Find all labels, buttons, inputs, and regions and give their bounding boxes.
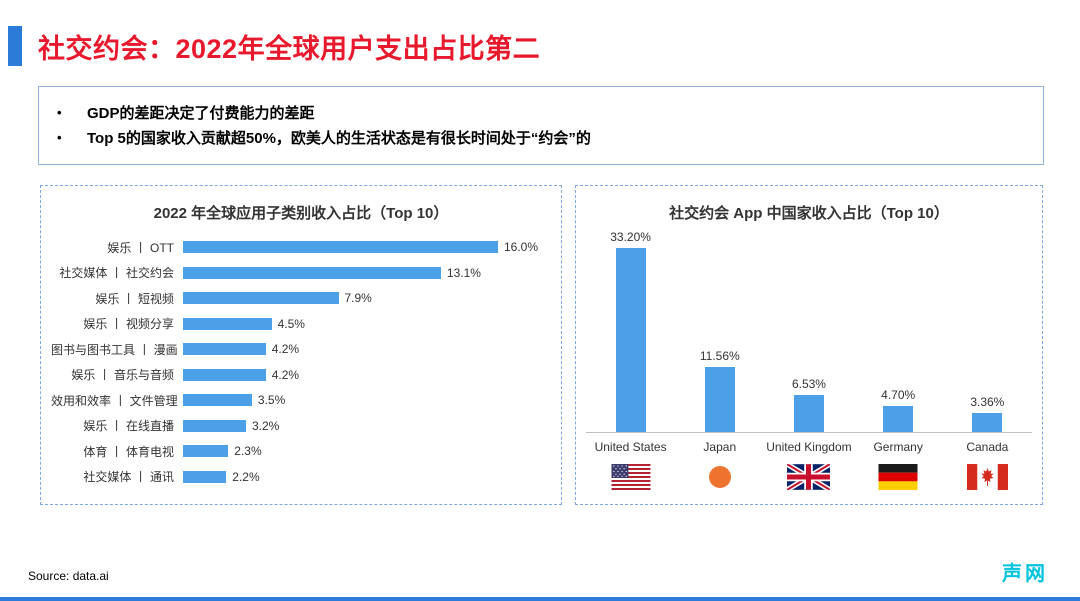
country-label: United States xyxy=(594,439,667,454)
category-label: 娱乐 丨 音乐与音频 xyxy=(71,368,174,383)
bar-row: 效用和效率 丨 文件管理 3.5% xyxy=(51,388,551,414)
subcategory-revenue-chart-panel: 2022 年全球应用子类别收入占比（Top 10） 娱乐 丨 OTT 16.0% 社… xyxy=(40,184,562,505)
value-label: 33.20% xyxy=(610,229,651,244)
bar-column: 11.56% xyxy=(676,349,764,432)
category-label: 社交媒体 丨 社交约会 xyxy=(59,266,174,281)
bar-row: 体育 丨 体育电视 2.3% xyxy=(51,439,551,465)
value-label: 16.0% xyxy=(504,240,539,255)
category-label: 娱乐 丨 短视频 xyxy=(95,291,174,306)
slide-header: 社交约会：2022年全球用户支出占比第二 xyxy=(0,0,1080,66)
value-label: 4.2% xyxy=(271,342,300,357)
bar xyxy=(183,266,441,279)
key-point-text: GDP的差距决定了付费能力的差距 xyxy=(87,105,315,122)
value-label: 6.53% xyxy=(791,377,826,392)
bar xyxy=(183,241,498,254)
category-label: 娱乐 丨 视频分享 xyxy=(83,317,174,332)
bar xyxy=(183,394,252,407)
value-label: 2.3% xyxy=(234,444,262,459)
vertical-bar-chart: 33.20% 11.56% 6.53% 4.70% 3.36% United State… xyxy=(586,227,1032,491)
bar xyxy=(183,292,339,305)
category-label: 娱乐 丨 在线直播 xyxy=(83,419,174,434)
bar-row: 图书与图书工具 丨 漫画 4.2% xyxy=(51,337,551,363)
value-label: 3.36% xyxy=(970,394,1005,409)
bar-row: 社交媒体 丨 通讯 2.2% xyxy=(51,464,551,490)
bar xyxy=(183,445,229,458)
bar-row: 娱乐 丨 视频分享 4.5% xyxy=(51,311,551,337)
bullet-icon: • xyxy=(57,105,62,120)
category-label: 图书与图书工具 丨 漫画 xyxy=(51,342,178,357)
country-revenue-chart-panel: 社交约会 App 中国家收入占比（Top 10） 33.20% 11.56% 6.5… xyxy=(575,184,1043,505)
flag-icon-gb xyxy=(765,464,853,491)
agora-logo: 声网 xyxy=(1002,563,1048,585)
category-label: 社交媒体 丨 通讯 xyxy=(83,470,174,485)
country-labels-row: United States Japan United Kingdom Germany C… xyxy=(586,440,1032,454)
value-label: 2.2% xyxy=(232,469,260,484)
bar-row: 娱乐 丨 短视频 7.9% xyxy=(51,286,551,312)
category-label: 效用和效率 丨 文件管理 xyxy=(51,393,178,408)
bar xyxy=(183,470,227,483)
value-label: 11.56% xyxy=(699,349,740,364)
bar xyxy=(183,368,266,381)
bar-row: 娱乐 丨 在线直播 3.2% xyxy=(51,413,551,439)
country-label: Canada xyxy=(966,439,1009,454)
flag-icon-ca xyxy=(943,464,1031,491)
source-label: Source: data.ai xyxy=(28,569,109,583)
value-label: 13.1% xyxy=(446,265,481,280)
bar xyxy=(704,367,735,432)
flag-icon-jp xyxy=(676,464,764,491)
category-label: 体育 丨 体育电视 xyxy=(83,444,174,459)
vertical-bars-area: 33.20% 11.56% 6.53% 4.70% 3.36% xyxy=(586,227,1032,433)
value-label: 4.70% xyxy=(881,387,916,402)
country-label: Germany xyxy=(873,439,923,454)
bar xyxy=(183,419,246,432)
value-label: 3.5% xyxy=(257,393,286,408)
bottom-accent-line xyxy=(0,597,1080,601)
chart-title: 2022 年全球应用子类别收入占比（Top 10） xyxy=(153,204,449,222)
flag-icon-us xyxy=(587,464,675,491)
bar-column: 6.53% xyxy=(765,377,853,432)
country-flags-row xyxy=(586,464,1032,491)
key-point: • GDP的差距决定了付费能力的差距 xyxy=(57,102,1025,125)
bar xyxy=(183,317,272,330)
category-label: 娱乐 丨 OTT xyxy=(107,240,174,255)
bar-column: 3.36% xyxy=(943,395,1031,432)
value-label: 7.9% xyxy=(344,291,372,306)
bar-column: 4.70% xyxy=(854,388,942,432)
country-label: United Kingdom xyxy=(766,439,852,454)
bar xyxy=(183,343,266,356)
bar xyxy=(793,395,824,432)
horizontal-bar-chart: 娱乐 丨 OTT 16.0% 社交媒体 丨 社交约会 13.1% 娱乐 丨 短视频 7.9… xyxy=(51,235,551,490)
value-label: 4.5% xyxy=(277,316,305,331)
bar xyxy=(615,247,646,432)
charts-row: 2022 年全球应用子类别收入占比（Top 10） 娱乐 丨 OTT 16.0% 社… xyxy=(40,184,1080,505)
bar-row: 娱乐 丨 音乐与音频 4.2% xyxy=(51,362,551,388)
bar-row: 社交媒体 丨 社交约会 13.1% xyxy=(51,260,551,286)
key-point: • Top 5的国家收入贡献超50%，欧美人的生活状态是有很长时间处于“约会”的 xyxy=(57,127,1025,150)
flag-icon-de xyxy=(854,464,942,491)
page-title: 社交约会：2022年全球用户支出占比第二 xyxy=(38,33,541,64)
chart-title: 社交约会 App 中国家收入占比（Top 10） xyxy=(669,204,949,222)
bar-column: 33.20% xyxy=(587,230,675,432)
value-label: 4.2% xyxy=(271,367,300,382)
bar xyxy=(883,405,914,432)
value-label: 3.2% xyxy=(252,418,280,433)
key-points-box: • GDP的差距决定了付费能力的差距 • Top 5的国家收入贡献超50%，欧美… xyxy=(38,86,1044,165)
title-accent-bar xyxy=(8,26,22,66)
country-label: Japan xyxy=(703,439,737,454)
bar-row: 娱乐 丨 OTT 16.0% xyxy=(51,235,551,261)
key-point-text: Top 5的国家收入贡献超50%，欧美人的生活状态是有很长时间处于“约会”的 xyxy=(87,130,591,148)
bullet-icon: • xyxy=(57,130,62,146)
bar xyxy=(972,412,1003,432)
